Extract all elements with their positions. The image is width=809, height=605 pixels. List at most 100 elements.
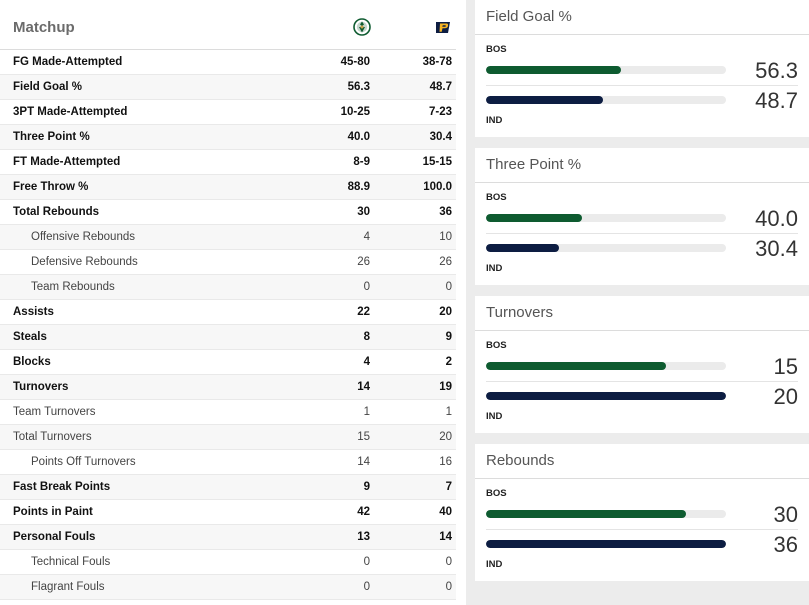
table-row: Defensive Rebounds 26 26 — [0, 250, 456, 275]
matchup-header: Matchup — [0, 0, 456, 50]
pacers-logo-icon — [436, 22, 450, 33]
bar-fill-bos — [486, 214, 582, 222]
value-bos: 40.0 — [755, 206, 798, 231]
ind-value: 0 — [445, 281, 452, 293]
ind-value: 100.0 — [423, 181, 452, 193]
ind-value: 16 — [439, 456, 452, 468]
bar-track-bos — [486, 214, 726, 222]
stat-label: Defensive Rebounds — [31, 256, 138, 268]
divider — [486, 529, 798, 530]
ind-value: 19 — [439, 381, 452, 393]
team-label-ind: IND — [486, 263, 503, 274]
ind-value: 48.7 — [429, 81, 452, 93]
value-ind: 30.4 — [755, 236, 798, 261]
bos-value: 1 — [363, 406, 370, 418]
ind-value: 15-15 — [422, 156, 452, 168]
bar-fill-ind — [486, 540, 726, 548]
table-row: Total Turnovers 15 20 — [0, 425, 456, 450]
value-bos: 15 — [773, 354, 798, 379]
stat-label: Technical Fouls — [31, 556, 111, 568]
table-row: Steals 8 9 — [0, 325, 456, 350]
team-label-ind: IND — [486, 115, 503, 126]
ind-value: 14 — [439, 531, 452, 543]
stat-label: Points Off Turnovers — [31, 456, 136, 468]
stat-label: Team Turnovers — [13, 406, 96, 418]
bos-value: 0 — [363, 281, 370, 293]
bos-value: 0 — [363, 556, 370, 568]
bar-fill-bos — [486, 66, 622, 74]
bos-value: 14 — [357, 456, 370, 468]
stat-label: Blocks — [13, 356, 51, 368]
ind-value: 7-23 — [428, 106, 452, 118]
divider — [486, 85, 798, 86]
stat-label: Team Rebounds — [31, 281, 115, 293]
ind-value: 1 — [445, 406, 452, 418]
bos-value: 40.0 — [347, 131, 370, 143]
bar-track-ind — [486, 540, 726, 548]
bos-value: 30 — [357, 206, 370, 218]
ind-value: 38-78 — [422, 56, 452, 68]
bos-value: 14 — [357, 381, 370, 393]
table-row: Points Off Turnovers 14 16 — [0, 450, 456, 475]
divider — [486, 381, 798, 382]
bos-value: 56.3 — [347, 81, 370, 93]
divider — [475, 34, 809, 35]
divider — [475, 478, 809, 479]
table-row: Blocks 4 2 — [0, 350, 456, 375]
table-row: FG Made-Attempted 45-80 38-78 — [0, 50, 456, 75]
divider — [475, 182, 809, 183]
table-row: Fast Break Points 9 7 — [0, 475, 456, 500]
bos-value: 88.9 — [347, 181, 370, 193]
divider — [475, 330, 809, 331]
ind-value: 0 — [445, 581, 452, 593]
bar-track-bos — [486, 510, 726, 518]
stat-card: Rebounds BOS 30 36 IND — [475, 444, 809, 581]
table-row: Total Rebounds 30 36 — [0, 200, 456, 225]
stat-label: Total Rebounds — [13, 206, 100, 218]
value-ind: 36 — [773, 532, 798, 557]
stat-card: Field Goal % BOS 56.3 48.7 IND — [475, 0, 809, 137]
table-row: Offensive Rebounds 4 10 — [0, 225, 456, 250]
table-row: Technical Fouls 0 0 — [0, 550, 456, 575]
team-label-bos: BOS — [486, 44, 507, 55]
bar-track-bos — [486, 66, 726, 74]
value-ind: 20 — [773, 384, 798, 409]
table-row: Personal Fouls 13 14 — [0, 525, 456, 550]
ind-value: 2 — [445, 356, 452, 368]
table-row: Turnovers 14 19 — [0, 375, 456, 400]
stat-label: Flagrant Fouls — [31, 581, 105, 593]
matchup-title: Matchup — [13, 19, 75, 36]
matchup-table: Matchup FG Made-Attempted 45-80 38-78 Field… — [0, 0, 456, 600]
bar-fill-ind — [486, 392, 726, 400]
ind-value: 0 — [445, 556, 452, 568]
ind-value: 7 — [445, 481, 452, 493]
ind-value: 20 — [439, 431, 452, 443]
stat-label: Personal Fouls — [13, 531, 96, 543]
ind-value: 26 — [439, 256, 452, 268]
table-row: Field Goal % 56.3 48.7 — [0, 75, 456, 100]
bos-value: 26 — [357, 256, 370, 268]
value-ind: 48.7 — [755, 88, 798, 113]
bos-value: 0 — [363, 581, 370, 593]
table-row: 3PT Made-Attempted 10-25 7-23 — [0, 100, 456, 125]
stat-label: Field Goal % — [13, 81, 83, 93]
bar-fill-bos — [486, 362, 666, 370]
stat-label: Offensive Rebounds — [31, 231, 135, 243]
ind-value: 36 — [439, 206, 452, 218]
card-title: Rebounds — [486, 452, 555, 469]
stat-card: Turnovers BOS 15 20 IND — [475, 296, 809, 433]
bos-value: 22 — [357, 306, 370, 318]
stat-label: Free Throw % — [13, 181, 89, 193]
bar-track-ind — [486, 392, 726, 400]
table-row: FT Made-Attempted 8-9 15-15 — [0, 150, 456, 175]
table-row: Points in Paint 42 40 — [0, 500, 456, 525]
bos-value: 8 — [363, 331, 370, 343]
bar-fill-ind — [486, 244, 559, 252]
ind-value: 40 — [439, 506, 452, 518]
divider — [486, 233, 798, 234]
stat-label: Three Point % — [13, 131, 90, 143]
stat-label: Points in Paint — [13, 506, 93, 518]
bar-fill-bos — [486, 510, 686, 518]
bos-value: 4 — [363, 356, 370, 368]
bar-fill-ind — [486, 96, 603, 104]
